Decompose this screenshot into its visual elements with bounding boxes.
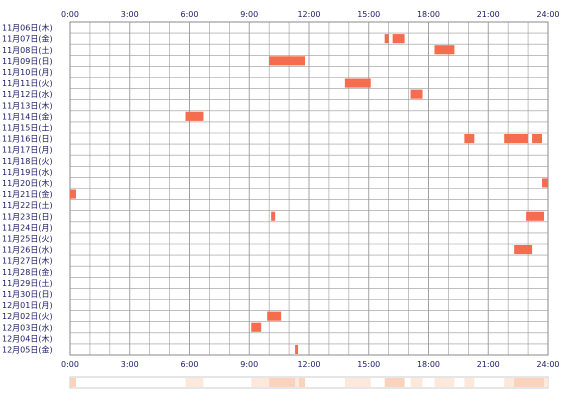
summary-block [185, 378, 204, 387]
event-block [70, 189, 76, 199]
row-label: 11月06日(木) [2, 23, 53, 33]
row-label: 11月25日(火) [2, 235, 53, 244]
row-label: 11月08日(土) [2, 45, 53, 55]
row-labels: 11月06日(木)11月07日(金)11月08日(土) 11月09日(日) 11月1… [2, 23, 53, 355]
bottom-tick-label: 24:00 [536, 360, 559, 369]
event-block [392, 34, 405, 44]
bottom-axis-ticks: 0:00 3:00 6:00 9:00 12:00 15:00 18:00 21:00 24:0… [61, 360, 560, 369]
summary-blocks [70, 378, 548, 387]
event-block [542, 178, 548, 188]
top-tick-label: 3:00 [121, 10, 139, 19]
row-label: 11月21日(金) [2, 189, 53, 199]
event-block [504, 134, 529, 144]
row-label: 12月04日(木) [2, 333, 53, 343]
event-block [410, 89, 423, 99]
event-block [344, 78, 371, 88]
top-tick-label: 21:00 [477, 10, 500, 19]
grid-lines [70, 22, 548, 355]
row-label: 11月26日(水) [2, 245, 53, 255]
row-label: 11月20日(木) [2, 178, 53, 188]
row-label: 12月01日(月) [2, 301, 53, 310]
bottom-tick-label: 15:00 [357, 360, 380, 369]
top-tick-label: 15:00 [357, 10, 380, 19]
top-tick-label: 12:00 [297, 10, 320, 19]
row-label: 11月22日(土) [2, 200, 53, 210]
summary-block [514, 378, 545, 387]
summary-block [384, 378, 405, 387]
row-label: 11月12日(水) [2, 89, 53, 99]
event-block [434, 45, 455, 55]
row-label: 11月10日(月) [2, 68, 53, 77]
top-tick-label: 18:00 [417, 10, 440, 19]
summary-block [434, 378, 455, 387]
row-label: 12月03日(水) [2, 322, 53, 332]
event-block [271, 211, 276, 221]
row-label: 11月27日(木) [2, 256, 53, 266]
event-block [514, 245, 533, 255]
bottom-tick-label: 12:00 [297, 360, 320, 369]
top-axis-ticks: 0:00 3:00 6:00 9:00 12:00 15:00 18:00 21:00 24:0… [61, 10, 560, 19]
row-label: 12月02日(火) [2, 312, 53, 321]
row-label: 11月19日(水) [2, 167, 53, 177]
row-label: 11月07日(金) [2, 34, 53, 44]
summary-block [410, 378, 423, 387]
summary-strip [69, 376, 549, 389]
row-label: 12月05日(金) [2, 345, 53, 355]
summary-block [251, 378, 282, 387]
row-label: 11月13日(木) [2, 100, 53, 110]
row-label: 11月11日(火) [2, 79, 53, 88]
row-label: 11月30日(日) [2, 290, 53, 299]
top-tick-label: 24:00 [536, 10, 559, 19]
bottom-tick-label: 18:00 [417, 360, 440, 369]
row-label: 11月28日(金) [2, 267, 53, 277]
row-label: 11月15日(土) [2, 123, 53, 133]
row-label: 11月14日(金) [2, 111, 53, 121]
event-block [267, 311, 282, 321]
row-label: 11月09日(日) [2, 57, 53, 66]
event-block [251, 322, 262, 332]
event-block [269, 56, 306, 66]
summary-block [295, 378, 300, 387]
summary-block [464, 378, 475, 387]
row-label: 11月18日(火) [2, 157, 53, 166]
summary-block [70, 378, 76, 387]
top-tick-label: 6:00 [181, 10, 199, 19]
event-block [295, 344, 299, 354]
row-label: 11月17日(月) [2, 146, 53, 155]
top-tick-label: 0:00 [61, 10, 79, 19]
bottom-tick-label: 9:00 [240, 360, 258, 369]
event-block [185, 111, 204, 121]
bottom-tick-label: 6:00 [181, 360, 199, 369]
event-block [532, 134, 543, 144]
summary-block [344, 378, 371, 387]
event-block [464, 134, 475, 144]
row-label: 11月16日(日) [2, 135, 53, 144]
event-blocks [70, 34, 548, 354]
row-label: 11月29日(土) [2, 278, 53, 288]
event-block [526, 211, 545, 221]
row-label: 11月23日(日) [2, 212, 53, 221]
summary-block [269, 378, 306, 387]
row-label: 11月24日(月) [2, 223, 53, 232]
bottom-tick-label: 21:00 [477, 360, 500, 369]
event-block [384, 34, 389, 44]
bottom-tick-label: 0:00 [61, 360, 79, 369]
bottom-tick-label: 3:00 [121, 360, 139, 369]
top-tick-label: 9:00 [240, 10, 258, 19]
